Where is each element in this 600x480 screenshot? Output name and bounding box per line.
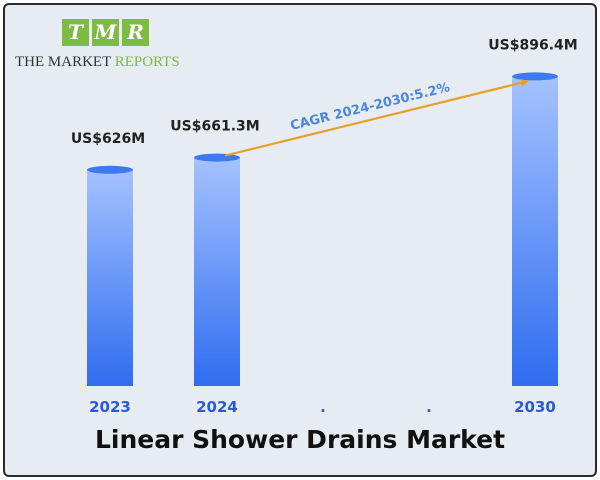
cagr-arrow — [224, 78, 529, 157]
x-tick-label: . — [320, 398, 326, 416]
logo-letter-boxes: T M R — [62, 19, 149, 46]
logo-letter: R — [122, 19, 149, 46]
x-tick-label: 2023 — [89, 398, 131, 416]
logo-name-dark: THE MARKET — [15, 54, 115, 70]
chart-frame: T M R THE MARKET REPORTS US$626M 2023 US$6… — [3, 3, 597, 477]
data-label: US$896.4M — [488, 37, 577, 53]
x-tick-label: 2030 — [514, 398, 556, 416]
data-label: US$661.3M — [170, 119, 259, 135]
x-tick-label: . — [426, 398, 432, 416]
chart-title: Linear Shower Drains Market — [94, 425, 506, 454]
bar — [194, 157, 240, 386]
logo-name-green: REPORTS — [114, 54, 180, 70]
cagr-annotation: CAGR 2024-2030:5.2% — [289, 80, 452, 134]
data-label: US$626M — [71, 131, 145, 147]
tmr-logo: T M R THE MARKET REPORTS — [15, 19, 195, 75]
bar-chart: US$626M 2023 US$661.3M 2024. . US$896.4M 2030 C… — [71, 37, 578, 416]
bar — [512, 76, 558, 387]
bar-cap — [512, 72, 558, 81]
x-tick-label: 2024 — [196, 398, 238, 416]
logo-letter: M — [92, 19, 119, 46]
bar-cap — [87, 165, 133, 174]
bar — [87, 169, 133, 386]
logo-letter: T — [62, 19, 89, 46]
logo-company-name: THE MARKET REPORTS — [15, 54, 180, 71]
bar-cap — [194, 153, 240, 162]
